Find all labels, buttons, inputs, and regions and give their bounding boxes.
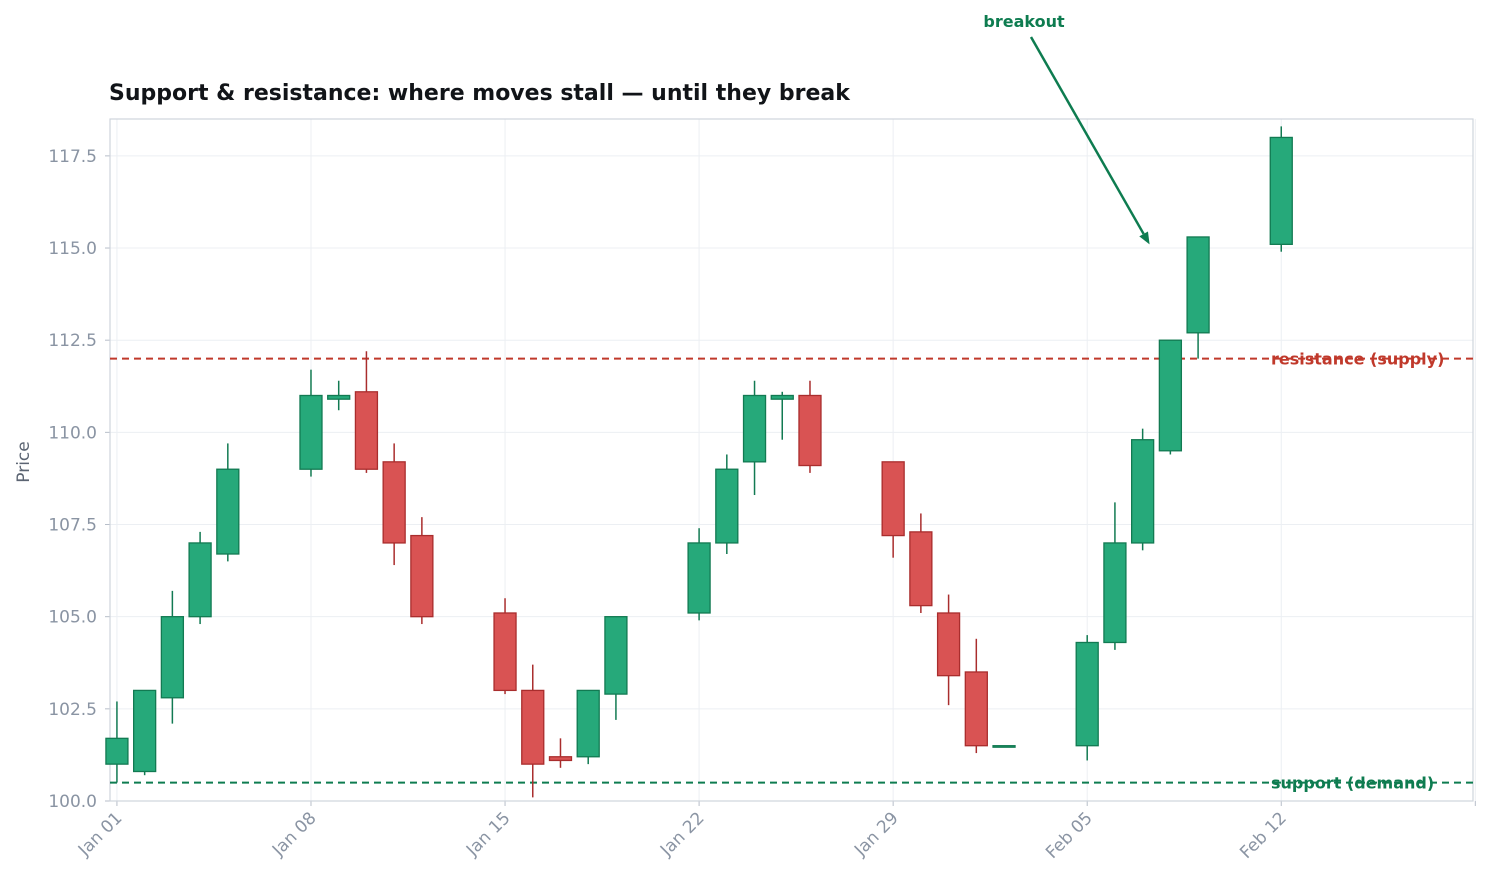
x-tick-label: Feb 05 bbox=[1042, 808, 1097, 863]
candle-down bbox=[548, 738, 573, 768]
candle-body bbox=[715, 468, 739, 544]
y-tick-label: 107.5 bbox=[48, 516, 97, 536]
candle-body bbox=[909, 531, 933, 607]
x-tick-label: Jan 22 bbox=[656, 808, 709, 861]
y-tick-label: 102.5 bbox=[48, 700, 97, 720]
x-tick-label: Feb 12 bbox=[1236, 808, 1291, 863]
candle-body bbox=[327, 394, 351, 400]
candle-up bbox=[604, 616, 628, 720]
breakout-arrow-line bbox=[1029, 36, 1145, 235]
y-tick-label: 100.0 bbox=[48, 792, 97, 812]
candle-body bbox=[105, 737, 129, 765]
candle-up bbox=[160, 590, 185, 724]
annotations: breakout bbox=[983, 12, 1150, 245]
candle-up bbox=[770, 391, 794, 440]
candle-body bbox=[936, 612, 961, 677]
candle-body bbox=[1158, 339, 1183, 452]
y-tick-label: 117.5 bbox=[48, 147, 97, 167]
candle-body bbox=[798, 394, 822, 467]
candle-up bbox=[1269, 126, 1293, 252]
candle-body bbox=[770, 394, 794, 400]
candle-down bbox=[493, 598, 517, 695]
candle-body bbox=[1186, 236, 1210, 334]
y-tick-label: 112.5 bbox=[48, 331, 97, 351]
candle-up bbox=[1158, 339, 1183, 455]
x-tick-label: Jan 15 bbox=[462, 808, 515, 861]
candle-down bbox=[936, 594, 961, 706]
candle-up bbox=[576, 689, 600, 765]
chart-title: Support & resistance: where moves stall … bbox=[109, 81, 851, 106]
x-tick-label: Jan 29 bbox=[850, 808, 903, 861]
candle-down bbox=[521, 664, 545, 798]
candle-down bbox=[410, 517, 434, 625]
candle-up bbox=[715, 454, 739, 555]
candle-up bbox=[687, 528, 711, 621]
candle-body bbox=[1130, 439, 1155, 544]
candle-body bbox=[1075, 641, 1099, 747]
candle-body bbox=[742, 394, 767, 463]
candle-body bbox=[133, 689, 157, 773]
candle-body bbox=[382, 461, 406, 544]
candle-body bbox=[604, 616, 628, 695]
plot-frame bbox=[109, 118, 1474, 802]
y-tick-label: 105.0 bbox=[48, 608, 97, 628]
candle-up bbox=[1130, 428, 1155, 551]
x-tick-label: Jan 08 bbox=[268, 808, 321, 861]
candle-body bbox=[964, 671, 988, 747]
candle-body bbox=[216, 468, 240, 555]
y-axis: 100.0 102.5 105.0 107.5 110.0 112.5 115.0 117.5 bbox=[48, 147, 110, 812]
candle-body bbox=[687, 542, 711, 614]
candle-down bbox=[909, 513, 933, 613]
y-tick-label: 115.0 bbox=[48, 239, 97, 259]
resistance-label: resistance (supply) bbox=[1271, 350, 1444, 369]
support-resistance-levels: resistance (supply) support (demand) bbox=[110, 350, 1473, 793]
candle-body bbox=[1103, 542, 1127, 644]
candle-up bbox=[1186, 236, 1210, 359]
candles bbox=[105, 126, 1293, 798]
y-tick-label: 110.0 bbox=[48, 423, 97, 443]
candle-up bbox=[133, 689, 157, 776]
candle-body bbox=[493, 612, 517, 692]
candle-body bbox=[1269, 136, 1293, 245]
candle-body bbox=[548, 756, 573, 762]
candle-up bbox=[188, 531, 212, 625]
x-tick-label: Jan 01 bbox=[74, 808, 127, 861]
candle-up bbox=[1103, 502, 1127, 650]
x-axis: Jan 01 Jan 08 Jan 15 Jan 22 Jan 29 Feb 05 Feb … bbox=[74, 801, 1476, 863]
candle-body bbox=[160, 616, 185, 699]
breakout-annotation: breakout bbox=[983, 12, 1065, 31]
candle-up bbox=[327, 380, 351, 411]
candle-body bbox=[881, 461, 905, 537]
support-label: support (demand) bbox=[1271, 774, 1434, 793]
candle-body bbox=[576, 689, 600, 758]
candle-up bbox=[105, 701, 129, 783]
candle-body bbox=[354, 391, 379, 470]
candle-body bbox=[188, 542, 212, 618]
candle-down bbox=[964, 638, 988, 754]
candle-up bbox=[216, 443, 240, 562]
candle-body bbox=[410, 534, 434, 618]
candle-up bbox=[1075, 635, 1099, 761]
breakout-arrow-head bbox=[1139, 231, 1150, 245]
candle-down bbox=[881, 461, 905, 558]
candle-down bbox=[382, 443, 406, 566]
candle-up bbox=[742, 380, 767, 496]
candle-down bbox=[354, 351, 379, 473]
candle-down bbox=[798, 380, 822, 473]
candle-body bbox=[299, 394, 323, 470]
candle-up bbox=[299, 369, 323, 477]
candle-up bbox=[992, 745, 1016, 748]
candle-body bbox=[992, 745, 1016, 748]
candle-body bbox=[521, 689, 545, 765]
y-axis-label: Price bbox=[14, 441, 34, 482]
